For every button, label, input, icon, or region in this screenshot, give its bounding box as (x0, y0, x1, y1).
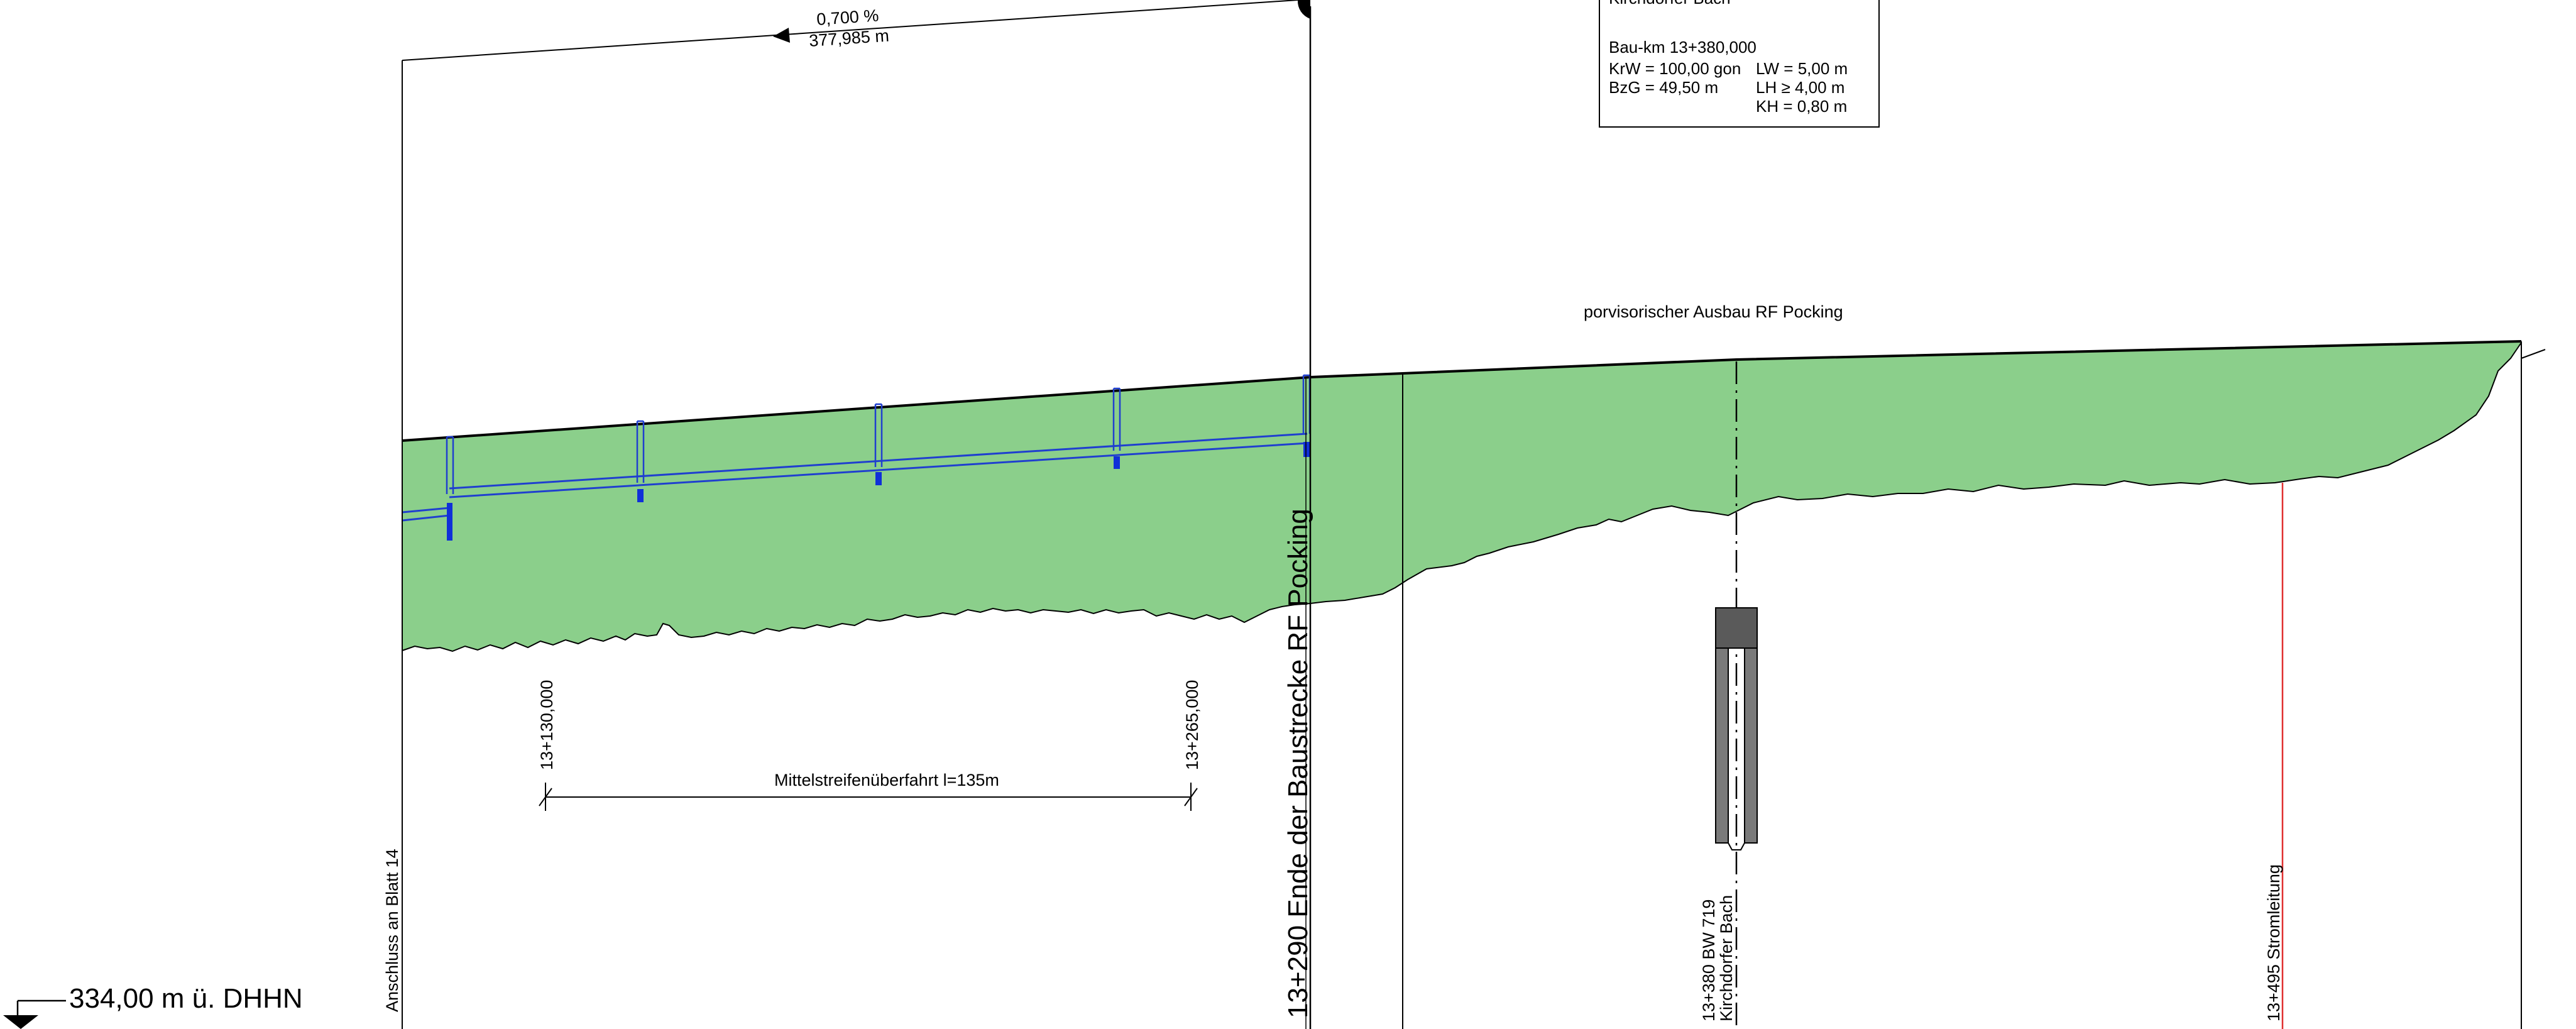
grade-line-extension (2521, 349, 2546, 359)
datum-triangle-icon (3, 1015, 38, 1029)
drainage-outlet (637, 489, 644, 502)
info-box-title: Kirchdorfer Bach (1609, 0, 1731, 8)
gradient-end-marker-icon (1297, 0, 1310, 19)
drainage-outlet (875, 472, 882, 485)
terrain-area (402, 341, 2521, 651)
gradient-length: 377,985 m (808, 26, 889, 50)
structure-info-box: Kirchdorfer Bach Bau-km 13+380,000 KrW =… (1599, 0, 1880, 128)
sheet-join-label: Anschluss an Blatt 14 (383, 849, 402, 1012)
drainage-pipe-upper (449, 432, 1308, 490)
bridge-structure (1715, 607, 1758, 850)
crossing-end-km: 13+265,000 (1183, 680, 1202, 770)
dimension-slash-right (1184, 788, 1198, 806)
gradient-indicator: 0,700 % 377,985 m (402, 0, 1310, 440)
crossing-start-km: 13+130,000 (537, 680, 556, 770)
section-end-label: 13+290 Ende der Baustrecke RF Pocking (1283, 509, 1313, 1018)
terrain-outline (402, 342, 2522, 652)
datum-marker: 334,00 m ü. DHHN (3, 983, 303, 1029)
gradient-percent: 0,700 % (816, 6, 879, 29)
drainage-outlet (447, 503, 452, 541)
gradient-arrow-icon (773, 28, 790, 43)
drainage-shaft (446, 436, 454, 494)
drainage-shaft (636, 420, 645, 483)
drainage-outlet (1114, 456, 1120, 469)
info-box-bau-km: Bau-km 13+380,000 (1609, 38, 1757, 57)
bridge-pile-left (1715, 647, 1729, 844)
info-box-kh: KH = 0,80 m (1756, 97, 1847, 116)
bridge-pile-base (1728, 842, 1745, 850)
section-label: porvisorischer Ausbau RF Pocking (1584, 302, 1843, 321)
info-box-bzg: BzG = 49,50 m (1609, 78, 1718, 97)
bridge-label-line2: Kirchdorfer Bach (1717, 895, 1736, 1021)
drainage-shaft (1112, 387, 1121, 451)
crossing-label: Mittelstreifenüberfahrt l=135m (774, 771, 999, 790)
power-line-label: 13+495 Stromleitung (2264, 864, 2283, 1021)
info-box-krw: KrW = 100,00 gon (1609, 59, 1741, 78)
gradient-line (402, 0, 1298, 61)
crossing-dimension: Mittelstreifenüberfahrt l=135m 13+130,00… (537, 680, 1202, 811)
dimension-slash-left (539, 788, 552, 806)
drainage-shaft (874, 403, 883, 467)
datum-label: 334,00 m ü. DHHN (69, 983, 303, 1014)
info-box-lw: LW = 5,00 m (1756, 59, 1848, 78)
info-box-border (1599, 0, 1880, 128)
drainage-pipe-left (402, 507, 450, 514)
bridge-pile-right (1744, 647, 1758, 844)
drainage-pipe-left-lower (402, 514, 450, 522)
drainage-outlet (1303, 442, 1310, 457)
drainage-system (402, 374, 1311, 541)
bridge-label-line1: 13+380 BW 719 (1699, 900, 1718, 1021)
drainage-pipe-lower (449, 442, 1308, 498)
bridge-cap (1715, 607, 1758, 649)
info-box-lh: LH ≥ 4,00 m (1756, 78, 1844, 97)
